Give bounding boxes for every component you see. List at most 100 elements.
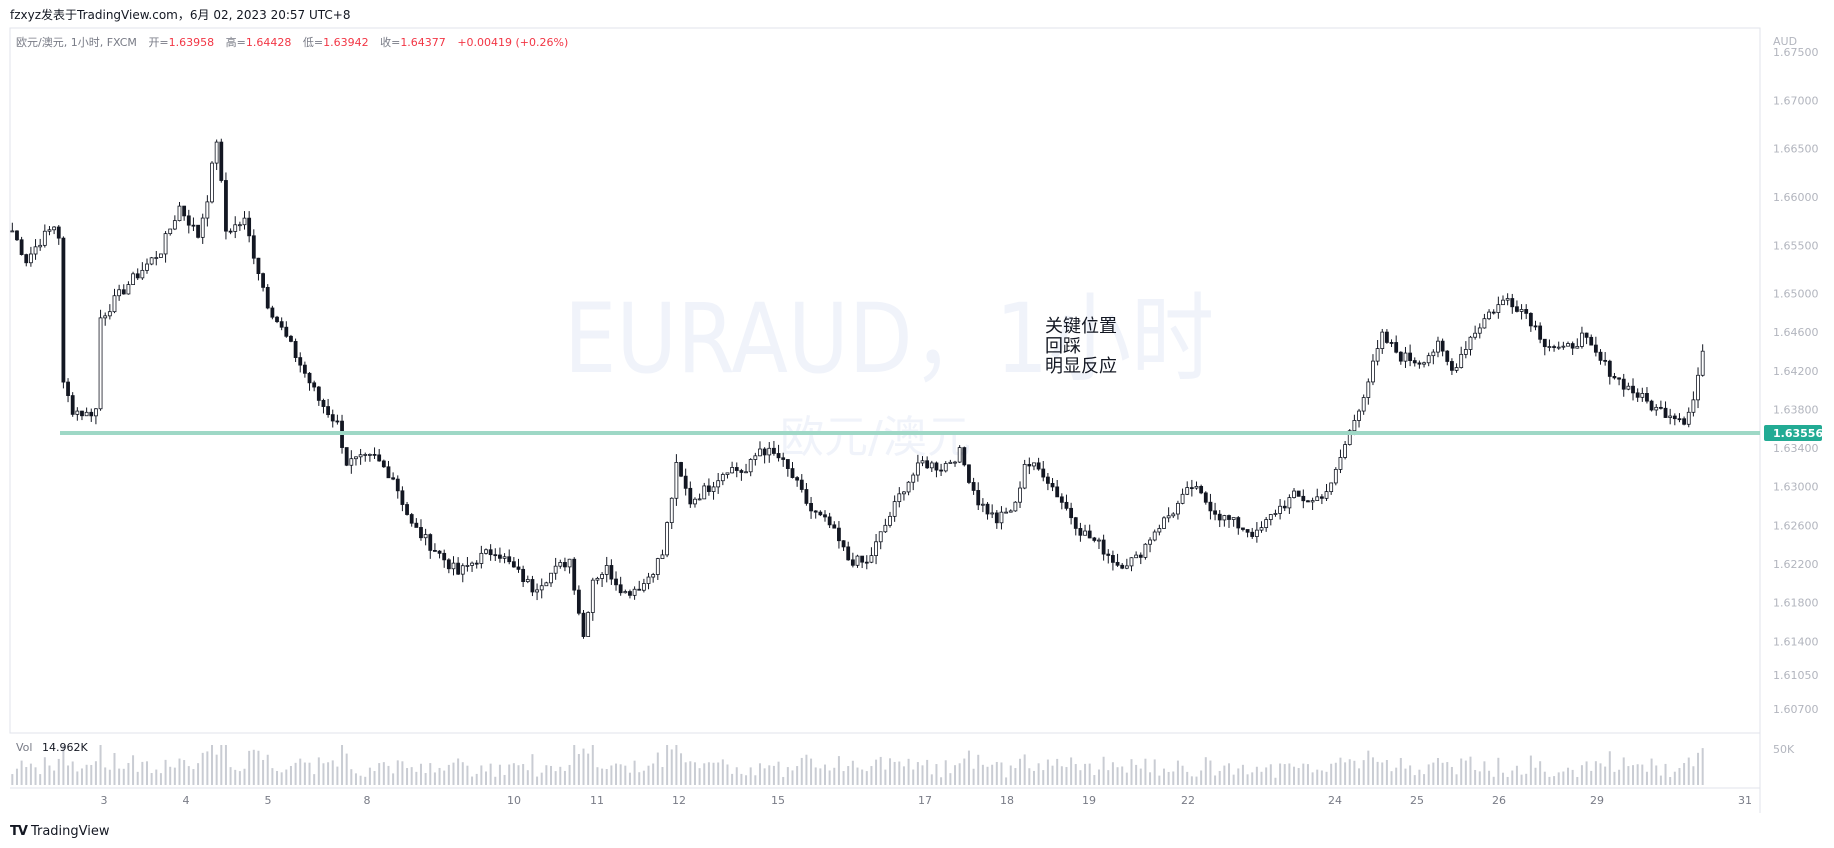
- candle-body: [1264, 519, 1269, 529]
- volume-bar: [192, 769, 195, 785]
- price-tick-label: 1.61050: [1773, 669, 1819, 682]
- volume-bar: [1209, 760, 1212, 785]
- candle-body: [618, 584, 623, 594]
- volume-bar: [396, 760, 399, 785]
- price-tick-label: 1.66000: [1773, 191, 1819, 204]
- volume-bar: [703, 763, 706, 785]
- candle-body: [971, 482, 976, 491]
- candle-body: [1092, 537, 1097, 541]
- candle-body: [163, 233, 168, 255]
- volume-bar: [1265, 767, 1268, 785]
- candle-body: [702, 485, 707, 500]
- volume-bar: [238, 771, 241, 785]
- candle-body: [1189, 487, 1194, 489]
- candle-body: [1398, 351, 1403, 362]
- annotation-line-2: 回踩: [1045, 336, 1081, 357]
- candle-body: [302, 364, 307, 374]
- volume-bar: [104, 767, 107, 785]
- footer-brand[interactable]: 𝗧𝗩 TradingView: [10, 824, 109, 839]
- volume-bar: [34, 767, 37, 785]
- candle-body: [772, 447, 776, 454]
- volume-bar: [11, 774, 14, 785]
- candle-body: [1329, 482, 1334, 493]
- candle-body: [428, 534, 433, 551]
- volume-bar: [285, 769, 288, 785]
- candle-body: [767, 447, 772, 456]
- volume-bar: [480, 765, 483, 785]
- volume-bar: [1362, 760, 1365, 785]
- candle-body: [809, 503, 813, 512]
- candle-body: [177, 205, 182, 222]
- volume-bar: [317, 757, 320, 785]
- volume-bar: [717, 762, 720, 785]
- candle-body: [1027, 463, 1032, 467]
- volume-bar: [164, 759, 167, 785]
- volume-bar: [1181, 765, 1184, 785]
- candle-body: [196, 224, 200, 238]
- volume-bar: [1176, 760, 1179, 785]
- candle-body: [823, 514, 827, 518]
- candles-series[interactable]: [10, 138, 1705, 639]
- candle-body: [864, 561, 869, 564]
- time-tick-label: 22: [1181, 794, 1195, 807]
- volume-bar: [1562, 771, 1565, 785]
- candle-body: [224, 180, 228, 232]
- candle-body: [1333, 469, 1338, 484]
- candle-body: [56, 226, 61, 239]
- candle-body: [191, 224, 196, 227]
- annotation-text[interactable]: 关键位置 回踩 明显反应: [1045, 316, 1117, 377]
- time-tick-label: 15: [771, 794, 785, 807]
- candle-body: [595, 577, 600, 581]
- candle-body: [846, 546, 851, 561]
- volume-bar: [136, 771, 139, 785]
- candle-body: [1055, 486, 1060, 498]
- candle-body: [628, 591, 632, 596]
- candle-body: [572, 558, 577, 591]
- candle-body: [1589, 336, 1594, 346]
- volume-bar: [368, 767, 371, 785]
- volume-bar: [90, 764, 93, 785]
- candle-body: [1366, 381, 1371, 398]
- volume-bar: [1093, 775, 1096, 785]
- candle-body: [307, 372, 312, 384]
- volume-bar: [71, 761, 74, 785]
- candle-body: [386, 466, 391, 479]
- candle-body: [507, 556, 512, 563]
- volume-bar: [1534, 767, 1537, 785]
- candle-body: [1069, 507, 1074, 519]
- candle-body: [902, 491, 906, 495]
- volume-bar: [508, 764, 511, 785]
- candle-body: [1083, 530, 1087, 536]
- volume-bar: [1632, 765, 1635, 785]
- volume-bar: [1255, 766, 1258, 785]
- candle-body: [660, 554, 665, 560]
- volume-bar: [1344, 762, 1347, 785]
- close-value: 1.64377: [400, 36, 446, 49]
- candle-body: [1338, 457, 1343, 470]
- candle-body: [1612, 376, 1617, 379]
- candle-body: [354, 456, 358, 460]
- volume-bar: [1172, 771, 1175, 785]
- candle-body: [920, 460, 925, 464]
- volume-bar: [573, 745, 576, 785]
- candle-body: [1412, 360, 1417, 364]
- volume-bar: [1046, 759, 1049, 785]
- time-tick-label: 8: [364, 794, 371, 807]
- candle-body: [1496, 304, 1501, 313]
- candle-body: [1185, 487, 1190, 495]
- candle-body: [233, 224, 238, 232]
- volume-bar: [350, 769, 353, 785]
- candle-body: [1524, 309, 1529, 314]
- price-tick-label: 1.65000: [1773, 288, 1819, 301]
- volume-bar: [215, 754, 218, 785]
- candle-body: [1570, 343, 1575, 349]
- volume-bar: [814, 767, 817, 785]
- volume-bar: [484, 771, 487, 785]
- volume-bar: [1190, 776, 1193, 785]
- time-tick-label: 29: [1590, 794, 1604, 807]
- volume-axis-label: 50K: [1773, 743, 1795, 756]
- volume-bar: [1320, 770, 1323, 785]
- volume-bar: [155, 769, 158, 785]
- candle-body: [1394, 342, 1399, 353]
